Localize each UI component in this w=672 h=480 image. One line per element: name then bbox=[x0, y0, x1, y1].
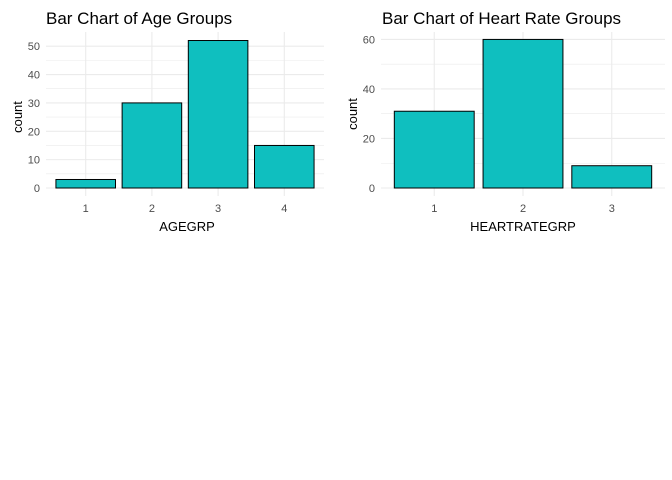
x-tick-label: 3 bbox=[609, 203, 615, 215]
bar bbox=[254, 144, 315, 189]
bar bbox=[393, 110, 475, 189]
x-tick-label: 4 bbox=[281, 203, 287, 215]
bar bbox=[571, 165, 653, 189]
y-tick-label: 40 bbox=[28, 70, 40, 82]
y-tick-label: 20 bbox=[363, 133, 375, 145]
x-axis-label: AGEGRP bbox=[159, 219, 215, 234]
bar bbox=[482, 38, 564, 189]
bar bbox=[121, 102, 183, 189]
plot-area: 0 20 40 60 1 2 3 bbox=[363, 32, 665, 215]
y-tick-label: 10 bbox=[28, 155, 40, 167]
y-tick-label: 50 bbox=[28, 41, 40, 53]
chart-title: Bar Chart of Age Groups bbox=[46, 9, 232, 28]
plot-area: 0 10 20 30 40 50 1 2 3 4 bbox=[28, 32, 324, 215]
y-tick-label: 60 bbox=[363, 34, 375, 46]
y-tick-label: 0 bbox=[34, 183, 40, 195]
bar bbox=[187, 40, 249, 189]
y-tick-label: 20 bbox=[28, 126, 40, 138]
panel-heart-rate-groups: Bar Chart of Heart Rate Groups 0 20 40 60 1 2… bbox=[345, 9, 665, 234]
x-tick-label: 2 bbox=[149, 203, 155, 215]
x-tick-label: 3 bbox=[215, 203, 221, 215]
x-axis-label: HEARTRATEGRP bbox=[470, 219, 576, 234]
x-tick-label: 1 bbox=[431, 203, 437, 215]
y-axis-label: count bbox=[10, 101, 25, 133]
bar bbox=[55, 178, 116, 189]
y-axis-label: count bbox=[345, 98, 360, 130]
x-tick-label: 1 bbox=[83, 203, 89, 215]
y-tick-label: 40 bbox=[363, 84, 375, 96]
chart-title: Bar Chart of Heart Rate Groups bbox=[382, 9, 621, 28]
x-tick-label: 2 bbox=[520, 203, 526, 215]
y-tick-label: 30 bbox=[28, 98, 40, 110]
y-tick-label: 0 bbox=[369, 183, 375, 195]
